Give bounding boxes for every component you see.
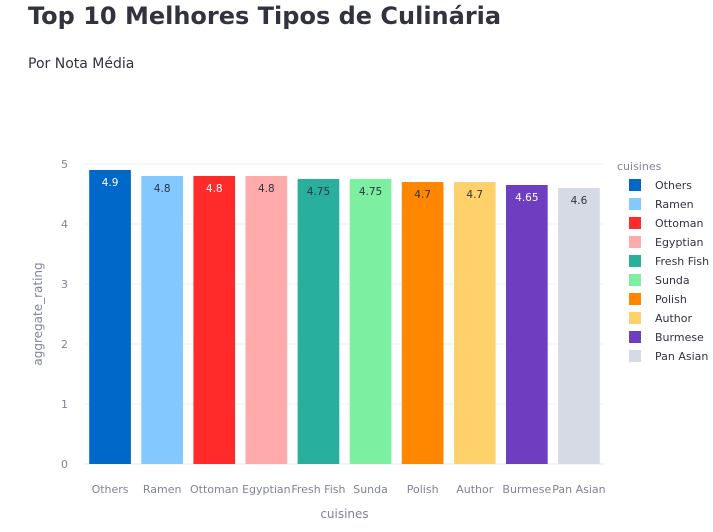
bar-pan-asian	[558, 188, 600, 464]
legend-swatch	[629, 255, 641, 267]
x-tick-label: Ottoman	[190, 483, 238, 496]
y-tick-label: 5	[61, 158, 68, 171]
legend-item-label: Ottoman	[655, 217, 703, 230]
legend-swatch	[629, 274, 641, 286]
bar-burmese	[506, 185, 548, 464]
x-tick-label: Egyptian	[242, 483, 291, 496]
legend-swatch	[629, 293, 641, 305]
bar-value-label: 4.65	[515, 192, 538, 204]
legend-item-label: Polish	[655, 293, 687, 306]
bar-value-label: 4.75	[359, 186, 382, 198]
bar-author	[453, 182, 496, 464]
bars	[89, 170, 600, 464]
legend-swatch	[629, 179, 641, 191]
legend-item-label: Pan Asian	[655, 350, 708, 363]
x-tick-label: Author	[456, 483, 494, 496]
page-subtitle: Por Nota Média	[28, 56, 135, 72]
bar-polish	[401, 182, 444, 464]
x-axis-title: cuisines	[320, 507, 368, 521]
legend-item-label: Others	[655, 179, 692, 192]
bar-ottoman	[193, 176, 236, 464]
bar-others	[89, 170, 131, 464]
legend-swatch	[629, 236, 641, 248]
bar-value-label: 4.9	[102, 177, 119, 189]
legend-item-label: Sunda	[655, 274, 690, 287]
legend: cuisines Others Ramen Ottoman Egyptian Fresh…	[617, 160, 709, 363]
bar-value-labels: 4.9 4.8 4.8 4.8 4.75 4.75 4.7 4.7 4.65 4.6	[102, 177, 588, 207]
y-tick-label: 3	[61, 278, 68, 291]
page-title: Top 10 Melhores Tipos de Culinária	[28, 2, 502, 30]
x-tick-label: Fresh Fish	[291, 483, 345, 496]
legend-title: cuisines	[617, 160, 662, 173]
bar-ramen	[141, 176, 183, 464]
legend-swatch	[629, 198, 641, 210]
legend-item-label: Fresh Fish	[655, 255, 709, 268]
y-tick-label: 2	[61, 338, 68, 351]
x-tick-label: Others	[92, 483, 129, 496]
x-tick-label: Pan Asian	[552, 483, 605, 496]
x-tick-label: Polish	[407, 483, 439, 496]
legend-item-label: Author	[655, 312, 693, 325]
bar-egyptian	[245, 176, 288, 464]
bar-fresh-fish	[297, 179, 340, 464]
x-tick-label: Ramen	[143, 483, 182, 496]
legend-swatch	[629, 331, 641, 343]
bar-sunda	[349, 179, 392, 464]
legend-swatch	[629, 217, 641, 229]
legend-item-label: Ramen	[655, 198, 694, 211]
bar-value-label: 4.8	[154, 183, 171, 195]
legend-item-label: Burmese	[655, 331, 704, 344]
legend-swatch	[629, 312, 641, 324]
legend-swatch	[629, 350, 641, 362]
bar-value-label: 4.6	[571, 195, 588, 207]
bar-value-label: 4.8	[258, 183, 275, 195]
bar-value-label: 4.8	[206, 183, 223, 195]
y-tick-label: 1	[61, 398, 68, 411]
y-axis-title: aggregate_rating	[31, 262, 45, 365]
bar-value-label: 4.7	[414, 189, 431, 201]
y-tick-label: 4	[61, 218, 68, 231]
x-tick-label: Burmese	[502, 483, 551, 496]
y-axis-ticks: 0 1 2 3 4 5	[61, 158, 68, 471]
bar-value-label: 4.7	[466, 189, 483, 201]
legend-item-label: Egyptian	[655, 236, 704, 249]
bar-value-label: 4.75	[307, 186, 330, 198]
x-axis-ticks: Others Ramen Ottoman Egyptian Fresh Fish Sund…	[92, 483, 606, 496]
x-tick-label: Sunda	[353, 483, 388, 496]
y-tick-label: 0	[61, 458, 68, 471]
